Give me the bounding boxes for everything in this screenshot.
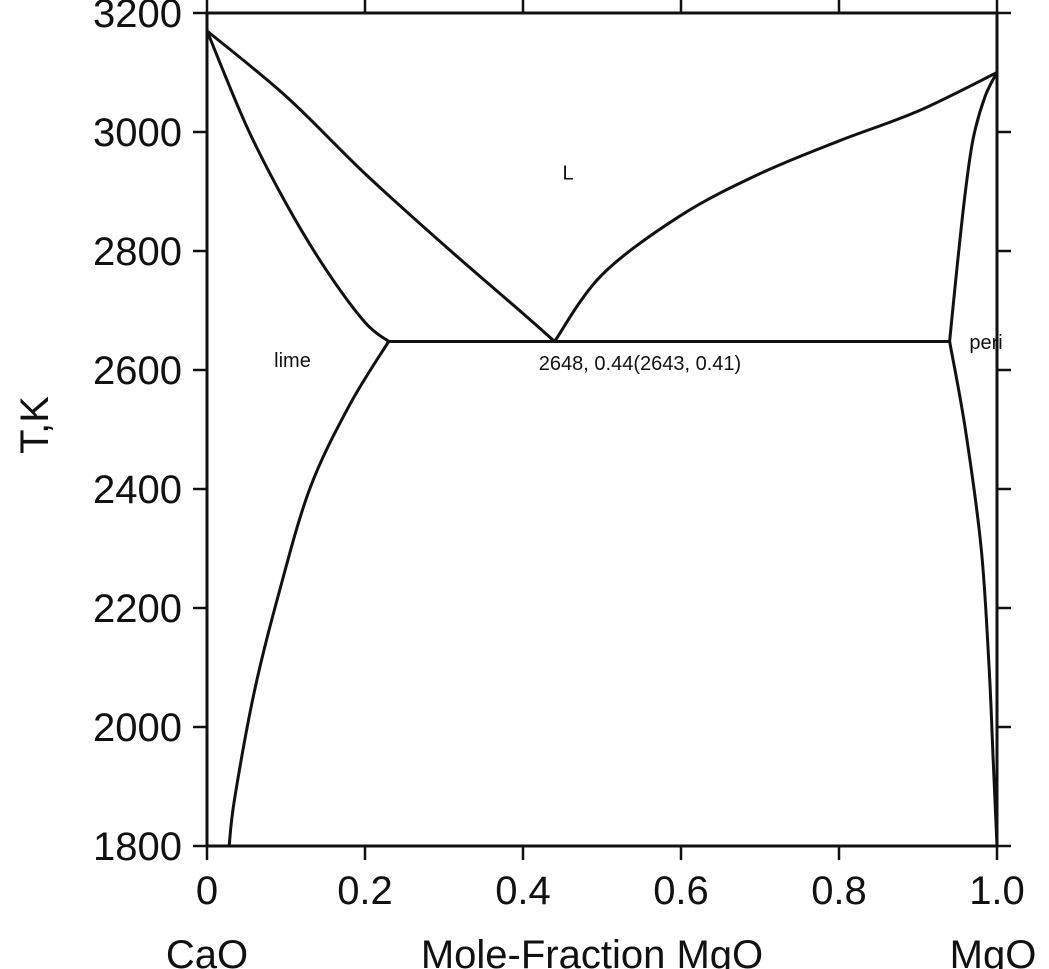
phase-boundary-1 [205,29,391,343]
annotation-label: 2648, 0.44(2643, 0.41) [539,353,741,375]
curves-layer [205,29,999,848]
phase-boundary-4 [948,71,999,343]
y-tick-label: 2800 [93,230,182,274]
x-tick-label: 0.4 [495,869,551,913]
y-tick-label: 2600 [93,349,182,393]
ticks-layer: 0 0.2 0.4 0.6 0.8 1.0 1800 2000 2200 2400 2600 2800… [93,0,1025,913]
y-tick-label: 1800 [93,825,182,869]
phase-boundary-3 [553,71,999,343]
x-end-label-left: CaO [166,933,248,969]
phase-boundary-6 [227,339,391,848]
y-tick-label: 2400 [93,468,182,512]
plot-frame [205,11,999,848]
phase-boundary-2 [205,29,557,343]
y-tick-label: 2200 [93,587,182,631]
annotation-label: peri [969,332,1002,354]
phase-boundary-7 [948,339,999,848]
y-axis-title: T,K [13,396,57,454]
x-axis-title: Mole-Fraction MgO [421,933,763,969]
y-tick-label: 3200 [93,0,182,36]
annotation-label: lime [274,350,311,372]
x-tick-label: 0.2 [337,869,393,913]
x-end-label-right: MgO [950,933,1037,969]
y-tick-label: 2000 [93,706,182,750]
x-tick-label: 0.6 [653,869,709,913]
x-tick-label: 0 [196,869,218,913]
annotation-label: L [563,163,574,185]
y-tick-label: 3000 [93,111,182,155]
x-tick-label: 0.8 [811,869,867,913]
x-tick-label: 1.0 [969,869,1025,913]
